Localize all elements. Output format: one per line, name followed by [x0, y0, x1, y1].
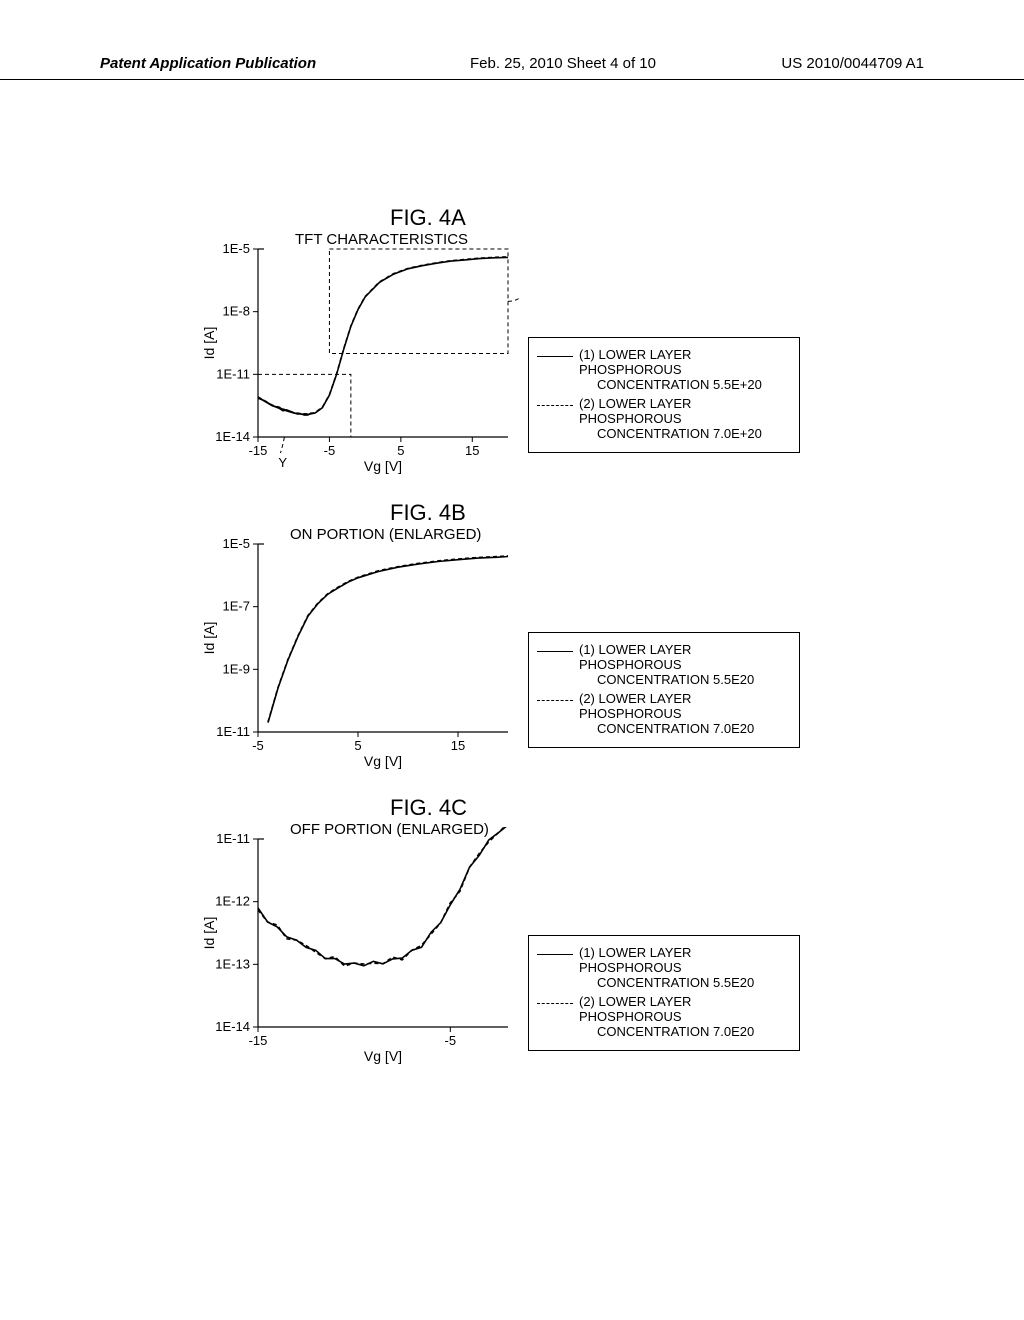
figure-4b-chart: 1E-11 1E-9 1E-7 1E-5 -5 5 15 Vg [V] Id [A]	[200, 532, 520, 772]
legend-text: (1) LOWER LAYER PHOSPHOROUS CONCENTRATIO…	[579, 643, 791, 688]
legend-line-dashed-icon	[537, 405, 573, 406]
svg-text:1E-7: 1E-7	[223, 599, 250, 614]
svg-text:Id [A]: Id [A]	[201, 917, 217, 950]
legend-text-line2: CONCENTRATION 5.5E+20	[579, 377, 762, 392]
legend-text-line1: (1) LOWER LAYER PHOSPHOROUS	[579, 642, 691, 672]
svg-text:Id [A]: Id [A]	[201, 622, 217, 655]
legend-text-line1: (2) LOWER LAYER PHOSPHOROUS	[579, 396, 691, 426]
svg-text:5: 5	[397, 443, 404, 458]
legend-text-line1: (1) LOWER LAYER PHOSPHOROUS	[579, 945, 691, 975]
legend-entry-2: (2) LOWER LAYER PHOSPHOROUS CONCENTRATIO…	[537, 397, 791, 442]
svg-text:1E-14: 1E-14	[215, 1019, 250, 1034]
legend-text: (1) LOWER LAYER PHOSPHOROUS CONCENTRATIO…	[579, 348, 791, 393]
legend-entry-1: (1) LOWER LAYER PHOSPHOROUS CONCENTRATIO…	[537, 643, 791, 688]
svg-text:-5: -5	[324, 443, 336, 458]
svg-text:Y: Y	[278, 455, 287, 470]
legend-text-line1: (1) LOWER LAYER PHOSPHOROUS	[579, 347, 691, 377]
legend-line-solid-icon	[537, 651, 573, 652]
legend-entry-1: (1) LOWER LAYER PHOSPHOROUS CONCENTRATIO…	[537, 348, 791, 393]
svg-text:15: 15	[451, 738, 465, 753]
legend-text-line2: CONCENTRATION 7.0E20	[579, 1024, 754, 1039]
svg-text:-5: -5	[445, 1033, 457, 1048]
svg-text:-5: -5	[252, 738, 264, 753]
svg-text:Vg [V]: Vg [V]	[364, 458, 402, 474]
header-center: Feb. 25, 2010 Sheet 4 of 10	[470, 55, 656, 72]
svg-text:1E-9: 1E-9	[223, 661, 250, 676]
figure-4c-legend: (1) LOWER LAYER PHOSPHOROUS CONCENTRATIO…	[528, 935, 800, 1051]
svg-text:1E-8: 1E-8	[223, 304, 250, 319]
svg-text:-15: -15	[249, 1033, 268, 1048]
svg-text:1E-11: 1E-11	[216, 831, 250, 846]
figure-4a-chart: 1E-141E-111E-81E-5-15-5515Vg [V]Id [A]XY	[200, 237, 520, 477]
svg-text:1E-12: 1E-12	[215, 894, 250, 909]
page-header: Patent Application Publication Feb. 25, …	[0, 50, 1024, 80]
legend-text: (2) LOWER LAYER PHOSPHOROUS CONCENTRATIO…	[579, 995, 791, 1040]
figure-4c-chart: 1E-14 1E-13 1E-12 1E-11 -15 -5 Vg [V] Id [A]	[200, 827, 520, 1067]
svg-text:Vg [V]: Vg [V]	[364, 1048, 402, 1064]
figure-4c-label: FIG. 4C	[390, 795, 467, 821]
legend-line-solid-icon	[537, 356, 573, 357]
legend-text-line2: CONCENTRATION 7.0E20	[579, 721, 754, 736]
legend-text: (2) LOWER LAYER PHOSPHOROUS CONCENTRATIO…	[579, 692, 791, 737]
legend-text-line1: (2) LOWER LAYER PHOSPHOROUS	[579, 691, 691, 721]
svg-text:1E-13: 1E-13	[215, 956, 250, 971]
legend-text-line2: CONCENTRATION 7.0E+20	[579, 426, 762, 441]
legend-text-line1: (2) LOWER LAYER PHOSPHOROUS	[579, 994, 691, 1024]
svg-text:Vg [V]: Vg [V]	[364, 753, 402, 769]
legend-text-line2: CONCENTRATION 5.5E20	[579, 975, 754, 990]
figure-4b-legend: (1) LOWER LAYER PHOSPHOROUS CONCENTRATIO…	[528, 632, 800, 748]
svg-text:15: 15	[465, 443, 479, 458]
svg-text:1E-11: 1E-11	[216, 724, 250, 739]
svg-text:-15: -15	[249, 443, 268, 458]
header-right: US 2010/0044709 A1	[781, 55, 924, 72]
legend-line-solid-icon	[537, 954, 573, 955]
legend-entry-2: (2) LOWER LAYER PHOSPHOROUS CONCENTRATIO…	[537, 692, 791, 737]
figure-4a-legend: (1) LOWER LAYER PHOSPHOROUS CONCENTRATIO…	[528, 337, 800, 453]
svg-text:1E-14: 1E-14	[215, 429, 250, 444]
header-left: Patent Application Publication	[100, 55, 316, 72]
figure-4b-label: FIG. 4B	[390, 500, 466, 526]
legend-text: (2) LOWER LAYER PHOSPHOROUS CONCENTRATIO…	[579, 397, 791, 442]
legend-entry-2: (2) LOWER LAYER PHOSPHOROUS CONCENTRATIO…	[537, 995, 791, 1040]
svg-text:5: 5	[354, 738, 361, 753]
legend-entry-1: (1) LOWER LAYER PHOSPHOROUS CONCENTRATIO…	[537, 946, 791, 991]
legend-line-dashed-icon	[537, 1003, 573, 1004]
legend-text-line2: CONCENTRATION 5.5E20	[579, 672, 754, 687]
legend-line-dashed-icon	[537, 700, 573, 701]
svg-text:Id [A]: Id [A]	[201, 327, 217, 360]
figure-4a-label: FIG. 4A	[390, 205, 466, 231]
svg-text:1E-5: 1E-5	[223, 241, 250, 256]
svg-text:1E-5: 1E-5	[223, 536, 250, 551]
legend-text: (1) LOWER LAYER PHOSPHOROUS CONCENTRATIO…	[579, 946, 791, 991]
svg-text:1E-11: 1E-11	[216, 366, 250, 381]
